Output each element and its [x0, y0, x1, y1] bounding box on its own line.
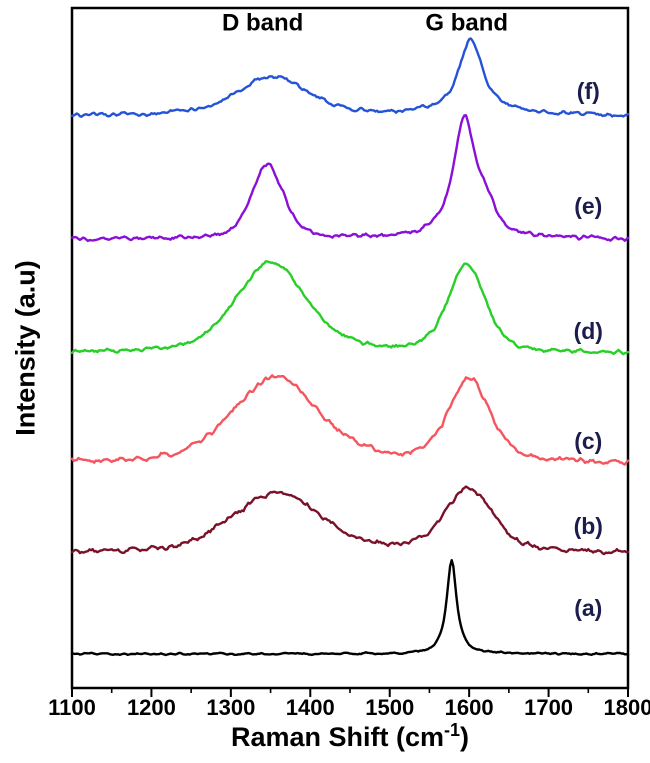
x-axis-title-close: )	[460, 722, 470, 752]
x-tick-label: 1500	[365, 695, 414, 720]
spectrum-curve-e	[70, 114, 630, 243]
series-label-a: (a)	[574, 595, 602, 621]
x-tick-label: 1700	[524, 695, 573, 720]
x-tick-label: 1300	[206, 695, 255, 720]
spectrum-curve-c	[70, 374, 630, 466]
spectrum-curve-f	[70, 37, 630, 118]
y-axis-title: Intensity (a.u)	[10, 260, 41, 436]
x-tick-label: 1400	[286, 695, 335, 720]
x-tick-label: 1800	[604, 695, 650, 720]
x-axis-title: Raman Shift (cm-1)	[72, 720, 628, 753]
d-band-annotation: D band	[222, 9, 303, 36]
spectrum-curve-b	[70, 485, 630, 556]
x-tick-label: 1200	[127, 695, 176, 720]
x-tick-label: 1100	[48, 695, 96, 720]
series-label-c: (c)	[574, 428, 602, 454]
series-label-b: (b)	[574, 513, 603, 539]
spectrum-curve-d	[70, 260, 630, 356]
series-label-e: (e)	[574, 193, 602, 219]
g-band-annotation: G band	[425, 9, 508, 36]
series-label-f: (f)	[577, 78, 600, 104]
x-tick-label: 1600	[445, 695, 494, 720]
x-axis-title-superscript: -1	[444, 720, 461, 740]
spectrum-curve-a	[70, 559, 630, 657]
series-label-d: (d)	[574, 318, 603, 344]
x-axis-title-text: Raman Shift (cm	[230, 722, 445, 752]
